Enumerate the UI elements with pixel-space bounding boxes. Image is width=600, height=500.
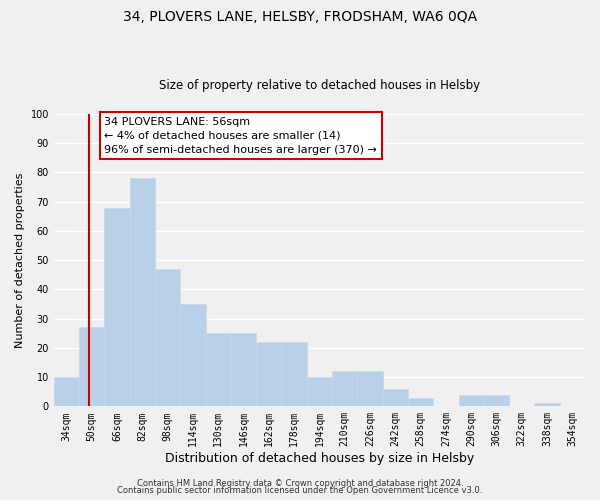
Bar [54, 377, 79, 406]
Text: 34, PLOVERS LANE, HELSBY, FRODSHAM, WA6 0QA: 34, PLOVERS LANE, HELSBY, FRODSHAM, WA6 … [123, 10, 477, 24]
Bar [484, 394, 509, 406]
Bar [79, 328, 104, 406]
Bar [206, 333, 231, 406]
Text: 34 PLOVERS LANE: 56sqm
← 4% of detached houses are smaller (14)
96% of semi-deta: 34 PLOVERS LANE: 56sqm ← 4% of detached … [104, 117, 377, 155]
Text: Contains public sector information licensed under the Open Government Licence v3: Contains public sector information licen… [118, 486, 482, 495]
Bar [307, 377, 332, 406]
Title: Size of property relative to detached houses in Helsby: Size of property relative to detached ho… [159, 79, 480, 92]
Bar [408, 398, 433, 406]
Bar [130, 178, 155, 406]
Text: Contains HM Land Registry data © Crown copyright and database right 2024.: Contains HM Land Registry data © Crown c… [137, 478, 463, 488]
Bar [281, 342, 307, 406]
Bar [535, 404, 560, 406]
Bar [458, 394, 484, 406]
Bar [180, 304, 206, 406]
Bar [383, 389, 408, 406]
X-axis label: Distribution of detached houses by size in Helsby: Distribution of detached houses by size … [165, 452, 474, 465]
Bar [358, 372, 383, 406]
Bar [231, 333, 256, 406]
Bar [332, 372, 358, 406]
Y-axis label: Number of detached properties: Number of detached properties [15, 172, 25, 348]
Bar [256, 342, 281, 406]
Bar [155, 269, 180, 406]
Bar [104, 208, 130, 406]
